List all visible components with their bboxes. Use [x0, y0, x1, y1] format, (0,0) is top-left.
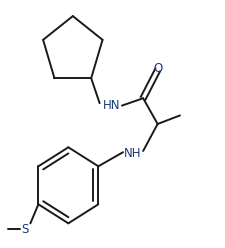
Text: NH: NH	[124, 147, 141, 160]
Text: HN: HN	[103, 99, 120, 112]
Text: O: O	[152, 62, 162, 75]
Text: S: S	[21, 223, 28, 236]
